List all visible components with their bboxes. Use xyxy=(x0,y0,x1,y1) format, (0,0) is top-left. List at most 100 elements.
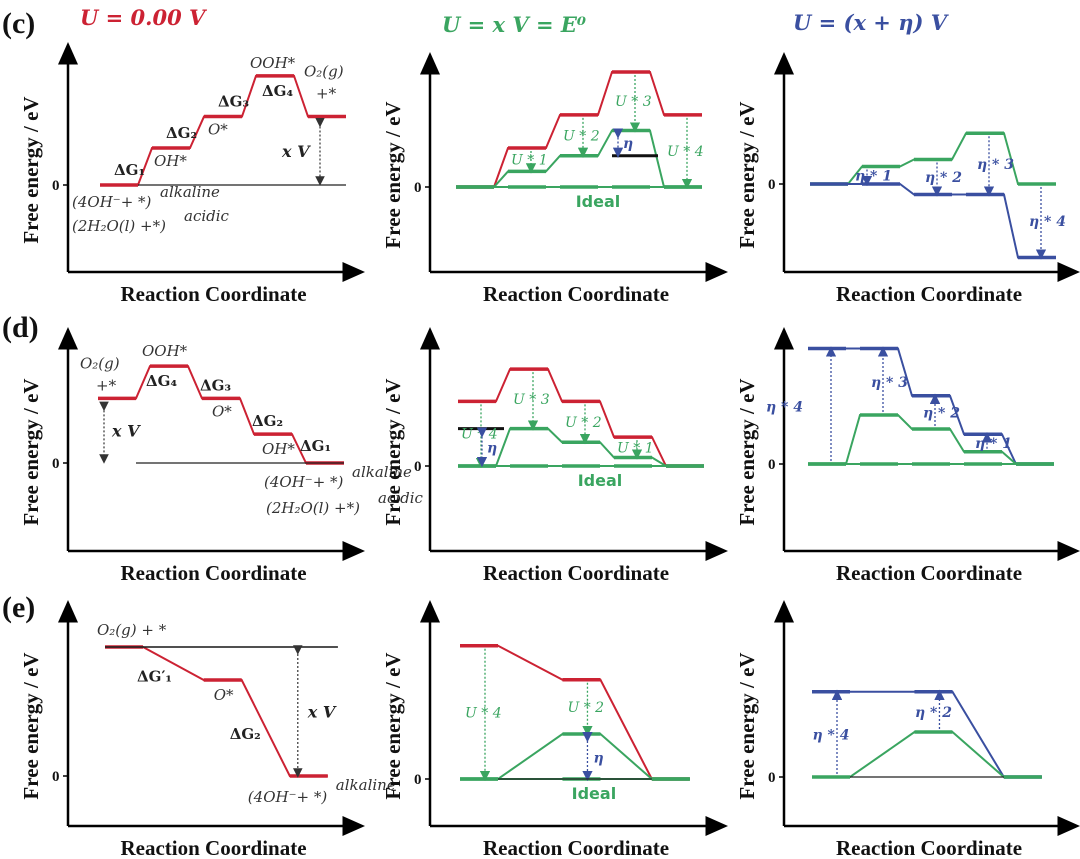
panel-c-mid: 0 Free energy / eV Reaction Coordinate Idea… xyxy=(381,52,728,306)
panel-e-left: 0 Free energy / eV Reaction Coordinate O₂(g… xyxy=(19,600,396,859)
series-u-0 xyxy=(98,364,344,465)
series-u-0 xyxy=(105,645,328,778)
u-step-label: U * 2 xyxy=(563,128,600,144)
potential-label: x V xyxy=(281,142,311,161)
series-u-0 xyxy=(100,74,346,187)
eta-step-label: η * 4 xyxy=(813,727,850,743)
u-step-label: U * 2 xyxy=(565,415,602,431)
step-label: ΔG₂ xyxy=(252,412,283,430)
zero-tick-label: 0 xyxy=(52,456,60,472)
x-axis-label: Reaction Coordinate xyxy=(120,282,306,306)
species-oh: OH* xyxy=(262,440,295,458)
zero-tick-label: 0 xyxy=(52,769,60,785)
eta-label: η xyxy=(487,440,497,456)
zero-tick-label: 0 xyxy=(768,457,776,473)
panel-c-left: 0 Free energy / eV Reaction Coordinate (4OH… xyxy=(19,42,365,306)
eta-step-label: η * 4 xyxy=(1029,214,1066,230)
step-label: ΔG₃ xyxy=(218,93,249,111)
u-step-label: U * 1 xyxy=(617,440,654,456)
species-o2: O₂(g) + * xyxy=(97,621,167,639)
eta-step-label: η * 1 xyxy=(975,436,1012,452)
species-alkaline-sup: alkaline xyxy=(160,183,220,201)
row-letter-c: (c) xyxy=(2,7,35,40)
zero-tick-label: 0 xyxy=(414,180,422,196)
y-axis-label: Free energy / eV xyxy=(19,378,43,525)
species-alkaline: (4OH⁻+ *) xyxy=(248,788,328,806)
step-label: ΔG₂ xyxy=(230,725,261,743)
title-u-zero: U = 0.00 V xyxy=(80,5,208,30)
panel-d-left: 0 Free energy / eV Reaction Coordinate O₂(g… xyxy=(19,327,424,585)
panel-d-right: 0 Free energy / eV Reaction Coordinate η * … xyxy=(735,327,1080,585)
x-axis-label: Reaction Coordinate xyxy=(120,836,306,859)
step-label: ΔG₄ xyxy=(262,82,293,100)
series-u-e0 xyxy=(808,413,1054,466)
step-label: ΔG₄ xyxy=(146,372,177,390)
y-axis-label: Free energy / eV xyxy=(735,101,759,248)
zero-tick-label: 0 xyxy=(52,178,60,194)
species-ooh: OOH* xyxy=(250,54,296,72)
series-u-e0 xyxy=(460,732,690,781)
y-axis-label: Free energy / eV xyxy=(19,652,43,799)
row-letter-e: (e) xyxy=(2,591,35,624)
title-u-overpotential: U = (x + η) V xyxy=(793,10,950,35)
u-step-label: U * 1 xyxy=(511,153,548,169)
potential-label: x V xyxy=(111,422,141,441)
y-axis-label: Free energy / eV xyxy=(735,378,759,525)
y-axis-label: Free energy / eV xyxy=(735,652,759,799)
x-axis-label: Reaction Coordinate xyxy=(836,282,1022,306)
step-label: ΔG′₁ xyxy=(137,668,172,686)
u-step-label: U * 2 xyxy=(567,700,604,716)
eta-step-label: η * 2 xyxy=(925,170,962,186)
y-axis-label: Free energy / eV xyxy=(19,96,43,243)
species-acidic-sup: acidic xyxy=(184,207,230,225)
energy-profile xyxy=(808,414,1054,465)
eta-step-label: η * 4 xyxy=(766,399,803,415)
u-step-label: U * 3 xyxy=(615,94,652,110)
species-o: O* xyxy=(212,402,232,420)
eta-step-label: η * 3 xyxy=(871,375,908,391)
zero-tick-label: 0 xyxy=(414,459,422,475)
energy-profile xyxy=(460,733,690,780)
species-o2: O₂(g) xyxy=(80,354,120,372)
species-alkaline-sup: alkaline xyxy=(352,463,412,481)
species-acidic: (2H₂O(l) +*) xyxy=(266,499,360,517)
eta-step-label: η * 3 xyxy=(977,157,1014,173)
eta-step-label: η * 1 xyxy=(855,168,892,184)
eta-label: η xyxy=(623,136,633,152)
x-axis-label: Reaction Coordinate xyxy=(483,561,669,585)
ideal-label: Ideal xyxy=(572,784,617,803)
panel-c-right: 0 Free energy / eV Reaction Coordinate η * … xyxy=(735,52,1080,306)
u-step-label: U * 3 xyxy=(513,392,550,408)
eta-step-label: η * 2 xyxy=(915,705,952,721)
ideal-label: Ideal xyxy=(578,471,623,490)
row-letter-d: (d) xyxy=(2,311,39,344)
x-axis-label: Reaction Coordinate xyxy=(483,282,669,306)
zero-tick-label: 0 xyxy=(768,177,776,193)
species-acidic-sup: acidic xyxy=(378,489,424,507)
species-o: O* xyxy=(214,686,234,704)
panel-d-mid: 0 Free energy / eV Reaction Coordinate Idea… xyxy=(381,327,728,585)
species-o2: O₂(g) xyxy=(304,63,344,81)
species-alkaline-sup: alkaline xyxy=(336,776,396,794)
step-label: ΔG₂ xyxy=(166,124,197,142)
species-ooh: OOH* xyxy=(142,342,188,360)
x-axis-label: Reaction Coordinate xyxy=(836,836,1022,859)
zero-tick-label: 0 xyxy=(414,772,422,788)
y-axis-label: Free energy / eV xyxy=(381,101,405,248)
eta-label: η xyxy=(593,750,603,766)
y-axis-label: Free energy / eV xyxy=(381,378,405,525)
y-axis-label: Free energy / eV xyxy=(381,652,405,799)
x-axis-label: Reaction Coordinate xyxy=(483,836,669,859)
panel-e-mid: 0 Free energy / eV Reaction Coordinate Idea… xyxy=(381,600,728,859)
step-label: ΔG₃ xyxy=(200,376,231,394)
zero-tick-label: 0 xyxy=(768,770,776,786)
eta-step-label: η * 2 xyxy=(923,405,960,421)
species-oh: OH* xyxy=(154,152,187,170)
series-u-e0 xyxy=(812,730,1042,779)
x-axis-label: Reaction Coordinate xyxy=(836,561,1022,585)
u-step-label: U * 4 xyxy=(667,144,704,160)
step-label: ΔG₁ xyxy=(300,437,331,455)
species-plus-site: +* xyxy=(316,85,337,103)
species-acidic: (2H₂O(l) +*) xyxy=(72,217,166,235)
